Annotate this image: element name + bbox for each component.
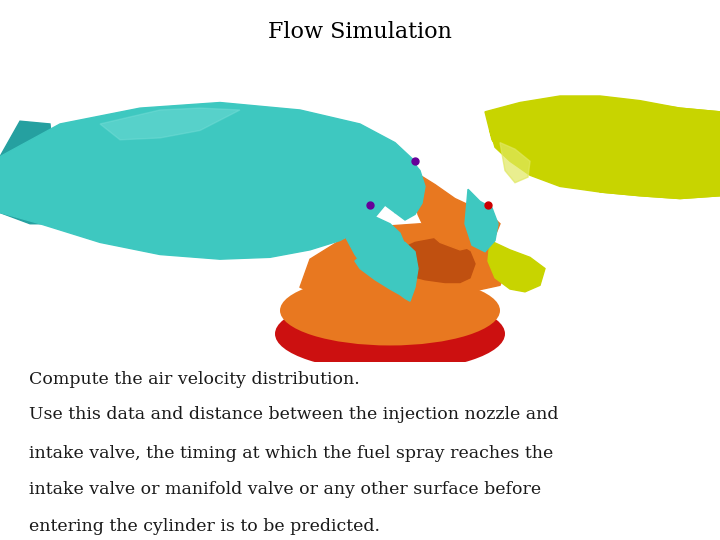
Text: Compute the air velocity distribution.: Compute the air velocity distribution. (29, 371, 359, 388)
Text: Use this data and distance between the injection nozzle and: Use this data and distance between the i… (29, 406, 558, 423)
Text: entering the cylinder is to be predicted.: entering the cylinder is to be predicted… (29, 518, 380, 535)
Polygon shape (340, 205, 410, 282)
Polygon shape (500, 143, 530, 183)
Polygon shape (375, 239, 475, 282)
Polygon shape (590, 99, 720, 199)
Polygon shape (100, 108, 240, 140)
Ellipse shape (275, 296, 505, 371)
Polygon shape (415, 176, 500, 250)
Ellipse shape (280, 275, 500, 346)
Text: intake valve or manifold valve or any other surface before: intake valve or manifold valve or any ot… (29, 481, 541, 498)
Polygon shape (0, 121, 60, 224)
Polygon shape (0, 103, 420, 259)
Polygon shape (300, 224, 510, 301)
Polygon shape (488, 240, 545, 292)
Polygon shape (390, 149, 425, 220)
Polygon shape (355, 240, 418, 301)
Text: intake valve, the timing at which the fuel spray reaches the: intake valve, the timing at which the fu… (29, 444, 553, 462)
Text: Flow Simulation: Flow Simulation (268, 22, 452, 43)
Polygon shape (465, 189, 498, 252)
Polygon shape (485, 96, 720, 199)
